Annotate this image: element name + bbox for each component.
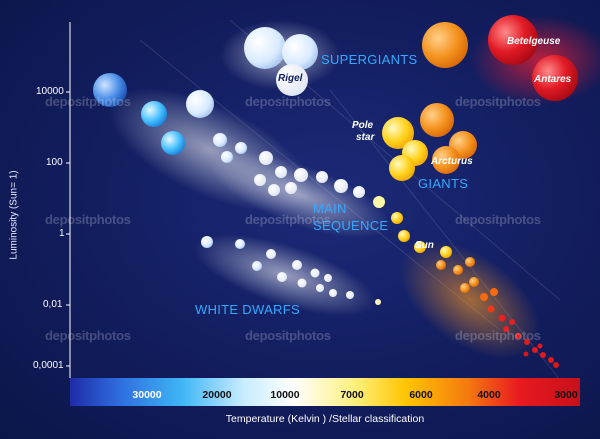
region-label-white-dwarfs: WHITE DWARFS	[195, 302, 300, 317]
watermark: depositphotos	[455, 328, 541, 343]
y-tick: 0,0001	[33, 360, 64, 371]
star-label-sun: Sun	[415, 240, 434, 251]
main-sequence-stars	[93, 73, 559, 368]
y-axis-label: Luminosity (Sun= 1)	[8, 170, 20, 260]
watermark: depositphotos	[245, 212, 331, 227]
x-tick: 4000	[477, 389, 501, 401]
giant-stars	[382, 103, 477, 181]
star-label-arcturus: Arcturus	[431, 156, 473, 167]
x-tick: 3000	[554, 389, 578, 401]
y-axis-ticks	[66, 91, 70, 367]
watermark: depositphotos	[245, 94, 331, 109]
y-tick: 1	[59, 228, 65, 239]
y-tick: 10000	[36, 86, 64, 97]
watermark: depositphotos	[455, 212, 541, 227]
y-tick: 0,01	[43, 299, 63, 310]
y-tick: 100	[46, 157, 63, 168]
star-label-betelgeuse: Betelgeuse	[507, 36, 561, 47]
star-label-rigel: Rigel	[278, 73, 303, 84]
region-label-main-sequence: MAIN	[313, 201, 347, 216]
temperature-spectrum-bar	[70, 378, 580, 406]
watermark: depositphotos	[45, 212, 131, 227]
x-tick: 20000	[202, 389, 232, 401]
region-label-main-sequence: SEQUENCE	[313, 218, 389, 233]
white-dwarf-stars	[201, 236, 381, 305]
watermark: depositphotos	[245, 328, 331, 343]
watermark: depositphotos	[45, 94, 131, 109]
x-tick: 10000	[270, 389, 300, 401]
region-label-giants: GIANTS	[418, 176, 469, 191]
x-axis-label: Temperature (Kelvin ) /Stellar classific…	[225, 413, 425, 425]
x-tick: 6000	[409, 389, 433, 401]
star-label-pole-star: star	[356, 132, 375, 143]
x-tick: 7000	[340, 389, 364, 401]
watermark: depositphotos	[45, 328, 131, 343]
supergiant-stars	[244, 15, 578, 101]
star-label-pole-star: Pole	[352, 120, 374, 131]
x-tick: 30000	[132, 389, 162, 401]
watermark: depositphotos	[455, 94, 541, 109]
star-label-antares: Antares	[534, 74, 572, 85]
region-label-supergiants: SUPERGIANTS	[321, 52, 418, 67]
